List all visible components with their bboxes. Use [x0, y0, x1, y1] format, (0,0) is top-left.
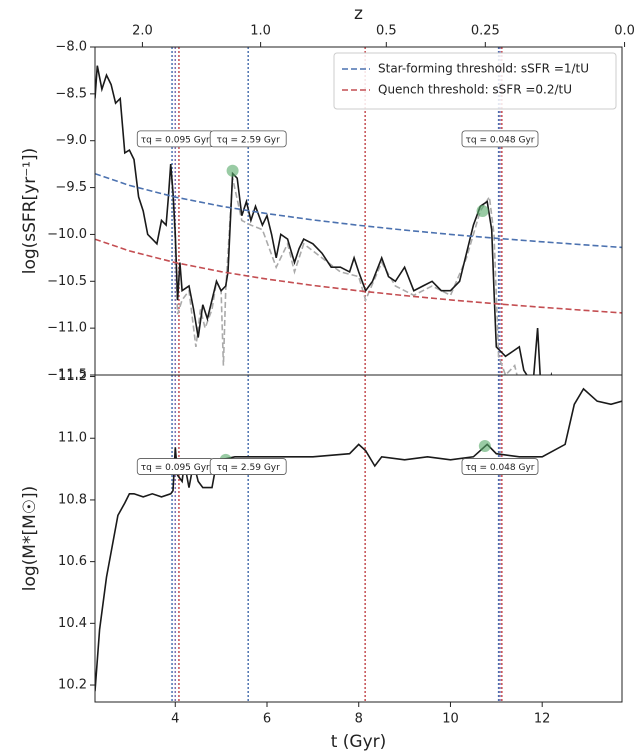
plot-frame — [94, 374, 623, 703]
y-tick-label: −10.0 — [47, 227, 87, 242]
y-tick-label: 10.8 — [58, 492, 87, 507]
y-tick-label: 10.6 — [58, 554, 87, 569]
annotation-box — [461, 130, 539, 148]
legend-label: Quench threshold: sSFR =0.2/tU — [378, 83, 572, 97]
highlight-point — [226, 164, 239, 177]
annotation-text: τq = 2.59 Gyr — [217, 135, 281, 145]
legend-box — [333, 52, 617, 110]
series-line — [95, 172, 622, 249]
y-tick-label: 11.2 — [58, 369, 87, 384]
annotation: τq = 0.095 Gyr — [136, 130, 214, 148]
y-tick-label: 10.4 — [58, 616, 87, 631]
highlight-point — [476, 205, 489, 217]
annotation-text: τq = 2.59 Gyr — [217, 463, 281, 473]
y-tick-label: −8.5 — [55, 86, 87, 101]
annotation-box — [461, 458, 539, 475]
x-axis-label: t (Gyr) — [331, 732, 387, 751]
y-tick-label: −10.5 — [47, 274, 87, 289]
y-tick-label: 11.0 — [58, 431, 87, 446]
annotation: τq = 0.048 Gyr — [461, 130, 539, 148]
annotation-text: τq = 0.095 Gyr — [141, 135, 210, 145]
series-line — [169, 168, 518, 375]
series-line — [95, 65, 553, 375]
x-tick-label: 8 — [355, 712, 363, 727]
x-tick-label: 12 — [534, 712, 551, 727]
x2-tick-label: 0.5 — [376, 24, 397, 39]
y-tick-label: −11.0 — [47, 321, 87, 336]
y-tick-label: −9.5 — [55, 180, 87, 195]
x2-tick-label: 1.0 — [250, 24, 271, 39]
y-axis-label: log(sSFR[yr⁻¹]) — [20, 148, 40, 275]
y-tick-label: −11.5 — [47, 368, 87, 383]
x-tick-label: 6 — [263, 712, 271, 727]
x-tick-label: 10 — [442, 712, 459, 727]
legend-label: Star-forming threshold: sSFR =1/tU — [378, 62, 589, 76]
x2-tick-label: 0.25 — [471, 24, 500, 39]
plot-area — [95, 375, 622, 702]
annotation: τq = 0.048 Gyr — [461, 458, 539, 475]
highlight-point — [478, 439, 491, 452]
annotation: τq = 0.095 Gyr — [136, 458, 214, 475]
x2-tick-label: 2.0 — [132, 24, 153, 39]
annotation-text: τq = 0.048 Gyr — [465, 463, 534, 473]
plot-area — [95, 47, 622, 375]
y-axis-label: log(M*[M☉]) — [20, 486, 40, 592]
annotation-box — [209, 458, 287, 475]
annotation: τq = 2.59 Gyr — [209, 130, 287, 148]
x-tick-label: 4 — [171, 712, 179, 727]
series-line — [95, 238, 622, 314]
annotation-text: τq = 0.048 Gyr — [465, 135, 534, 145]
y-tick-label: −9.0 — [55, 133, 87, 148]
annotation-box — [209, 130, 287, 148]
annotation: τq = 2.59 Gyr — [209, 458, 287, 475]
y-tick-label: 10.2 — [58, 678, 87, 693]
x2-tick-label: 0.0 — [614, 24, 635, 39]
annotation-text: τq = 0.095 Gyr — [141, 463, 210, 473]
series-line — [95, 387, 622, 692]
x2-axis-label: z — [354, 4, 363, 24]
y-tick-label: −8.0 — [55, 40, 87, 55]
legend: Star-forming threshold: sSFR =1/tU Quench… — [333, 52, 617, 110]
